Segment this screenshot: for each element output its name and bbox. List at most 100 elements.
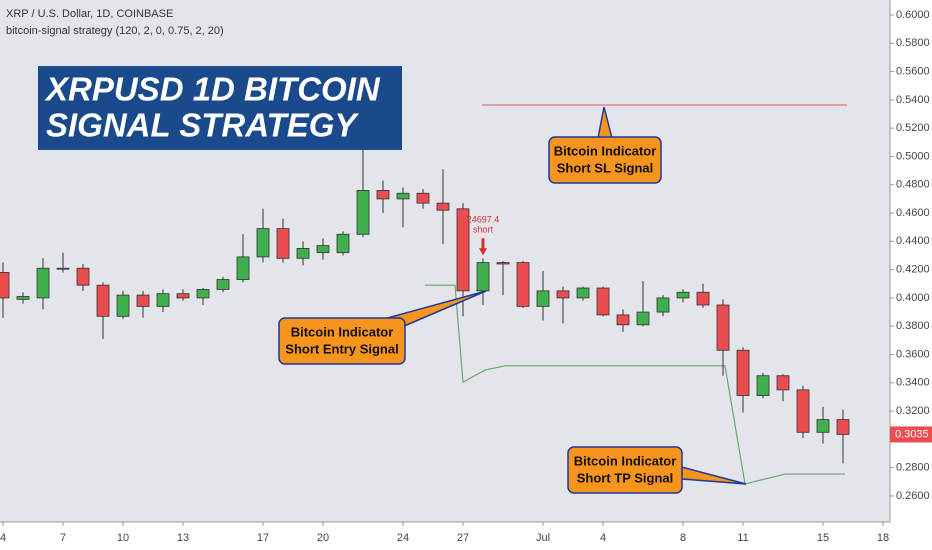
x-tick-label: 4 [0,532,6,544]
y-tick-label: 0.5600 [896,65,930,77]
callout-text: Short Entry Signal [285,341,398,356]
title-background [38,66,402,150]
candle-body [776,375,790,391]
candle-body [0,272,10,299]
header: bitcoin-signal strategy (120, 2, 0, 0.75… [6,25,224,37]
x-tick-label: 11 [737,532,748,544]
callout-text: Short TP Signal [577,470,674,485]
x-tick-label: 7 [60,532,66,544]
callout-text: Bitcoin Indicator [291,324,394,339]
candle-body [516,262,530,307]
callout: Bitcoin Indicator Short SL Signal [548,106,662,184]
y-tick-label: 0.4800 [896,179,930,191]
callout: Bitcoin Indicator Short TP Signal [567,446,747,494]
callout-box [567,446,683,494]
callout-text: Short SL Signal [557,160,654,175]
y-tick-label: 0.2800 [896,462,930,474]
candle-body [116,294,130,317]
candle-body [736,349,750,396]
candle-body [376,190,390,200]
last-price-label: 0.3035 [895,428,929,440]
trade-label: short [473,225,494,235]
x-tick-label: 17 [257,532,269,544]
y-tick-label: 0.3200 [896,405,930,417]
x-tick-label: 13 [177,532,189,544]
y-tick-label: 0.2600 [896,490,930,502]
candle-body [276,228,290,259]
x-tick-label: 15 [817,532,829,544]
title: XRPUSD 1D BITCOIN [44,71,381,108]
last-price-tag [890,426,932,443]
candle-body [56,267,70,270]
y-tick-label: 0.5200 [896,122,930,134]
candle-body [716,304,730,351]
candle-body [536,290,550,307]
callout-text: Bitcoin Indicator [574,453,677,468]
candle-body [36,267,50,299]
y-tick-label: 0.4000 [896,292,930,304]
candle-body [396,192,410,200]
candle-body [576,287,590,299]
y-tick-label: 0.5000 [896,150,930,162]
candle-body [676,291,690,299]
candle-body [496,262,510,265]
candle-body [316,245,330,254]
x-tick-label: 4 [600,532,606,544]
x-tick-label: 27 [457,532,469,544]
y-tick-label: 0.3600 [896,348,930,360]
candle-body [596,287,610,316]
candle-body [256,228,270,258]
x-tick-label: 18 [877,532,889,544]
candle-body [556,290,570,299]
header: XRP / U.S. Dollar, 1D, COINBASE [6,8,173,20]
y-tick-label: 0.5400 [896,94,930,106]
y-tick-label: 0.4200 [896,264,930,276]
candle-body [216,279,230,290]
y-tick-label: 0.4400 [896,235,930,247]
candle-body [656,297,670,313]
candle-body [456,208,470,292]
candle-body [336,233,350,254]
candle-body [696,291,710,306]
candle-body [196,289,210,299]
candle-body [156,293,170,307]
candle-body [616,314,630,326]
x-tick-label: Jul [536,532,550,544]
callout-box [548,136,662,184]
candle-body [96,284,110,317]
candle-body [816,419,830,433]
trade-arrow [479,238,487,256]
callout: Bitcoin Indicator Short Entry Signal [278,290,487,365]
candle-body [16,296,30,300]
candle-body [76,267,90,286]
trade-label: 24697.4 [467,215,500,225]
candle-body [476,262,490,292]
callout-text: Bitcoin Indicator [554,143,657,158]
candle-body [296,248,310,259]
y-tick-label: 0.6000 [896,9,930,21]
candle-body [756,375,770,396]
y-tick-label: 0.3800 [896,320,930,332]
candle-body [176,293,190,299]
time-axis-panel [0,522,890,550]
candle-body [796,389,810,433]
candle-body [436,202,450,211]
x-tick-label: 10 [117,532,129,544]
candle-body [836,419,850,435]
candle-body [136,294,150,307]
x-tick-label: 24 [397,532,409,544]
candle-body [416,192,430,204]
x-tick-label: 8 [680,532,686,544]
title-box: XRPUSD 1D BITCOIN SIGNAL STRATEGY [38,66,402,150]
y-tick-label: 0.5800 [896,37,930,49]
title: SIGNAL STRATEGY [46,107,359,144]
price-axis-panel [890,0,932,550]
x-tick-label: 20 [317,532,329,544]
y-tick-label: 0.3400 [896,377,930,389]
candle-body [636,311,650,326]
callout-box [278,317,406,365]
y-tick-label: 0.4600 [896,207,930,219]
candle-body [236,256,250,280]
